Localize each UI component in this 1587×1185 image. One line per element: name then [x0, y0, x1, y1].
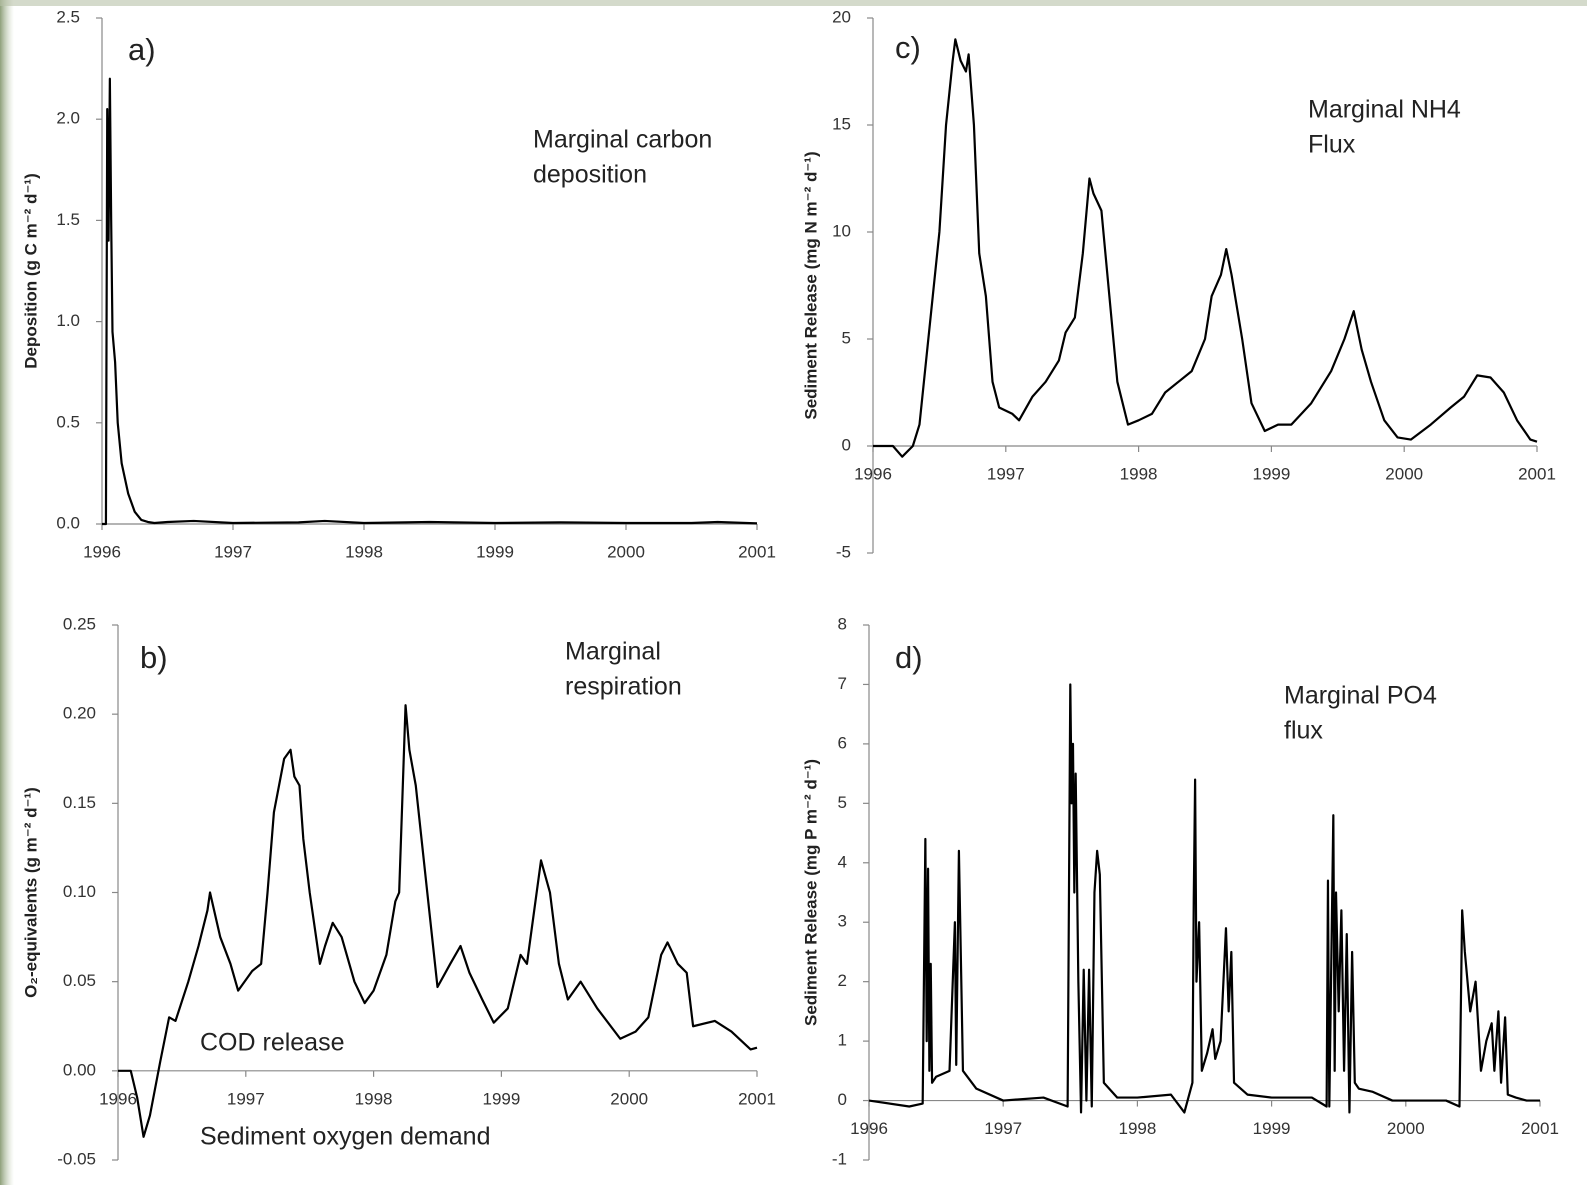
- y-tick-label: 0.05: [63, 971, 96, 990]
- y-tick-label: 0: [842, 435, 851, 454]
- annotation: COD release: [200, 1029, 345, 1057]
- annotation: Marginal carbon: [533, 126, 712, 154]
- x-tick-label: 1998: [355, 1089, 393, 1108]
- x-tick-label: 1996: [854, 464, 892, 483]
- annotation: deposition: [533, 161, 647, 189]
- annotation: Flux: [1308, 131, 1356, 159]
- annotation: Marginal NH4: [1308, 96, 1461, 124]
- y-tick-label: 0.15: [63, 793, 96, 812]
- x-tick-label: 1998: [345, 542, 383, 561]
- y-tick-label: -5: [836, 542, 851, 561]
- y-tick-label: 20: [832, 7, 851, 26]
- x-tick-label: 1999: [1253, 1119, 1291, 1138]
- panel-label: c): [895, 30, 921, 65]
- y-tick-label: 0.10: [63, 882, 96, 901]
- y-tick-label: 0.20: [63, 704, 96, 723]
- annotation: Marginal PO4: [1284, 682, 1437, 710]
- data-line: [102, 77, 758, 526]
- x-tick-label: 2001: [738, 542, 776, 561]
- photo-edge: [0, 0, 1587, 6]
- data-line: [118, 704, 758, 1138]
- data-line: [873, 38, 1538, 458]
- y-tick-label: -0.05: [57, 1149, 96, 1168]
- y-axis-label: Deposition (g C m⁻² d⁻¹): [21, 173, 40, 368]
- annotation: flux: [1284, 717, 1323, 745]
- y-tick-label: 2.0: [56, 109, 80, 128]
- annotation: Sediment oxygen demand: [200, 1123, 490, 1151]
- y-tick-label: 3: [838, 912, 847, 931]
- x-tick-label: 1996: [850, 1119, 888, 1138]
- y-tick-label: 1: [838, 1031, 847, 1050]
- y-tick-label: 1.0: [56, 311, 80, 330]
- y-tick-label: 5: [842, 328, 851, 347]
- y-tick-label: 8: [838, 614, 847, 633]
- y-tick-label: 0: [838, 1090, 847, 1109]
- x-tick-label: 1997: [214, 542, 252, 561]
- data-line: [868, 683, 1540, 1114]
- y-tick-label: 4: [838, 852, 847, 871]
- x-tick-label: 2001: [1518, 464, 1556, 483]
- x-tick-label: 1997: [987, 464, 1025, 483]
- x-tick-label: 1996: [83, 542, 121, 561]
- x-tick-label: 1997: [227, 1089, 265, 1108]
- y-tick-label: 0.0: [56, 513, 80, 532]
- photo-edge: [0, 0, 14, 1185]
- y-tick-label: 5: [838, 793, 847, 812]
- x-tick-label: 2000: [607, 542, 645, 561]
- x-tick-label: 2001: [738, 1089, 776, 1108]
- y-tick-label: 0.00: [63, 1060, 96, 1079]
- y-tick-label: 15: [832, 114, 851, 133]
- y-tick-label: 7: [838, 674, 847, 693]
- panel-label: a): [128, 32, 156, 67]
- y-tick-label: 1.5: [56, 210, 80, 229]
- x-tick-label: 2000: [610, 1089, 648, 1108]
- y-tick-label: -1: [832, 1149, 847, 1168]
- x-tick-label: 2000: [1387, 1119, 1425, 1138]
- x-tick-label: 1999: [1252, 464, 1290, 483]
- x-tick-label: 1999: [482, 1089, 520, 1108]
- panel-label: d): [895, 640, 923, 675]
- y-tick-label: 2: [838, 971, 847, 990]
- y-axis-label: Sediment Release (mg N m⁻² d⁻¹): [801, 151, 820, 419]
- y-tick-label: 0.5: [56, 412, 80, 431]
- y-tick-label: 0.25: [63, 614, 96, 633]
- y-tick-label: 10: [832, 221, 851, 240]
- x-tick-label: 2000: [1385, 464, 1423, 483]
- annotation: respiration: [565, 673, 682, 701]
- x-tick-label: 1999: [476, 542, 514, 561]
- y-axis-label: Sediment Release (mg P m⁻² d⁻¹): [801, 759, 820, 1026]
- x-tick-label: 1998: [1118, 1119, 1156, 1138]
- y-tick-label: 6: [838, 733, 847, 752]
- x-tick-label: 2001: [1521, 1119, 1559, 1138]
- x-tick-label: 1996: [99, 1089, 137, 1108]
- y-tick-label: 2.5: [56, 7, 80, 26]
- annotation: Marginal: [565, 638, 661, 666]
- y-axis-label: O₂-equivalents (g m⁻² d⁻¹): [21, 787, 40, 998]
- x-tick-label: 1997: [984, 1119, 1022, 1138]
- panel-label: b): [140, 640, 168, 675]
- x-tick-label: 1998: [1120, 464, 1158, 483]
